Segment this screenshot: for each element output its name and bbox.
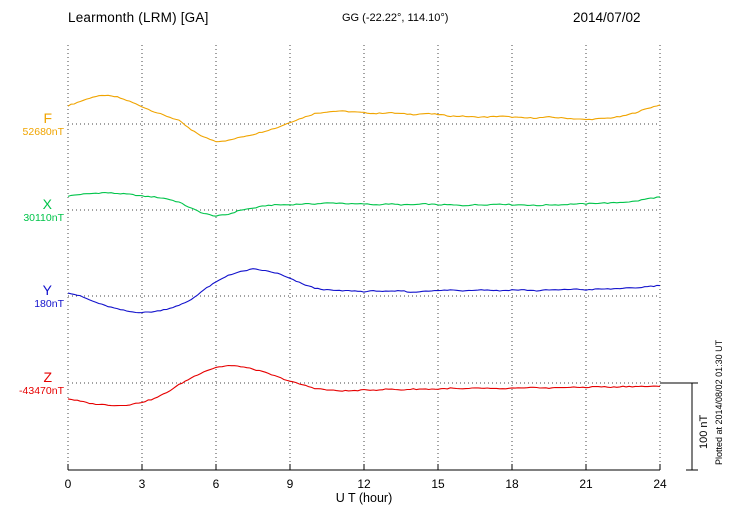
- x-tick-label: 15: [431, 477, 445, 491]
- geographic-coordinates: GG (-22.22°, 114.10°): [342, 12, 449, 24]
- x-tick-label: 24: [653, 477, 667, 491]
- scale-bar-label: 100 nT: [698, 414, 710, 450]
- trace-Y: [67, 268, 661, 314]
- channel-baseline-value: 180nT: [34, 298, 64, 310]
- trace-Z: [67, 364, 661, 407]
- x-tick-label: 12: [357, 477, 371, 491]
- channel-baseline-value: 30110nT: [23, 212, 64, 224]
- channel-letter: Z: [43, 369, 52, 385]
- station-title: Learmonth (LRM) [GA]: [68, 10, 209, 25]
- x-tick-label: 0: [64, 477, 72, 491]
- channel-label-x: X 30110nT: [0, 196, 66, 225]
- channel-letter: Y: [42, 282, 52, 298]
- plot-date: 2014/07/02: [573, 10, 641, 25]
- channel-baseline-value: 52680nT: [22, 126, 64, 138]
- channel-label-f: F 52680nT: [0, 110, 66, 139]
- x-tick-label: 18: [505, 477, 519, 491]
- channel-letter: F: [43, 110, 52, 126]
- x-tick-label: 3: [138, 477, 146, 491]
- channel-label-y: Y 180nT: [0, 282, 66, 311]
- x-tick-label: 6: [212, 477, 220, 491]
- channel-label-z: Z -43470nT: [0, 369, 66, 398]
- plotted-at-note: Plotted at 2014/08/02 01:30 UT: [714, 339, 724, 466]
- channel-letter: X: [42, 196, 52, 212]
- trace-F: [67, 94, 661, 143]
- channel-baseline-value: -43470nT: [19, 385, 64, 397]
- x-tick-label: 9: [286, 477, 294, 491]
- x-tick-label: 21: [579, 477, 593, 491]
- trace-X: [67, 191, 661, 217]
- x-axis-title: U T (hour): [335, 491, 393, 505]
